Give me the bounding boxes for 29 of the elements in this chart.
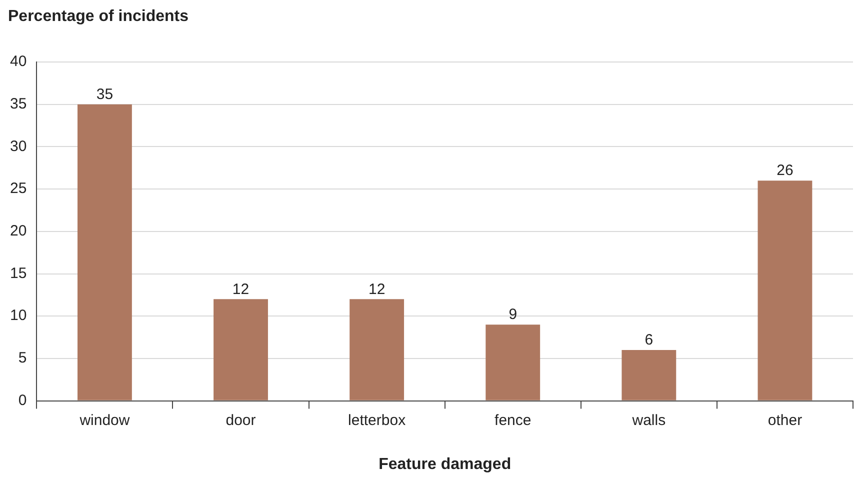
x-tick-label: letterbox	[348, 412, 406, 429]
bar	[78, 104, 132, 400]
bar	[486, 324, 540, 400]
y-tick-label: 40	[10, 53, 27, 70]
y-tick-label: 5	[18, 350, 27, 367]
y-axis-title: Percentage of incidents	[8, 8, 188, 26]
bar	[758, 180, 812, 400]
x-tick-label: walls	[631, 412, 666, 429]
y-tick-label: 35	[10, 95, 27, 112]
y-tick-label: 20	[10, 222, 27, 240]
y-tick-label: 10	[10, 307, 27, 324]
x-tick-label: other	[768, 412, 802, 429]
x-tick-label: window	[78, 412, 130, 429]
x-tick-label: door	[226, 412, 256, 429]
data-label: 26	[776, 162, 794, 180]
y-tick-label: 15	[10, 264, 27, 282]
bar	[214, 299, 268, 400]
bar	[622, 350, 676, 400]
data-label: 6	[644, 332, 654, 349]
data-label: 35	[96, 86, 114, 103]
x-axis-title: Feature damaged	[378, 456, 512, 473]
data-label: 12	[368, 280, 386, 298]
x-tick-label: fence	[494, 412, 532, 429]
y-tick-label: 0	[18, 392, 27, 409]
data-label: 12	[232, 280, 250, 298]
y-tick-label: 30	[10, 138, 27, 155]
data-label: 9	[508, 306, 518, 324]
y-tick-label: 25	[10, 180, 27, 198]
bar	[350, 299, 404, 400]
